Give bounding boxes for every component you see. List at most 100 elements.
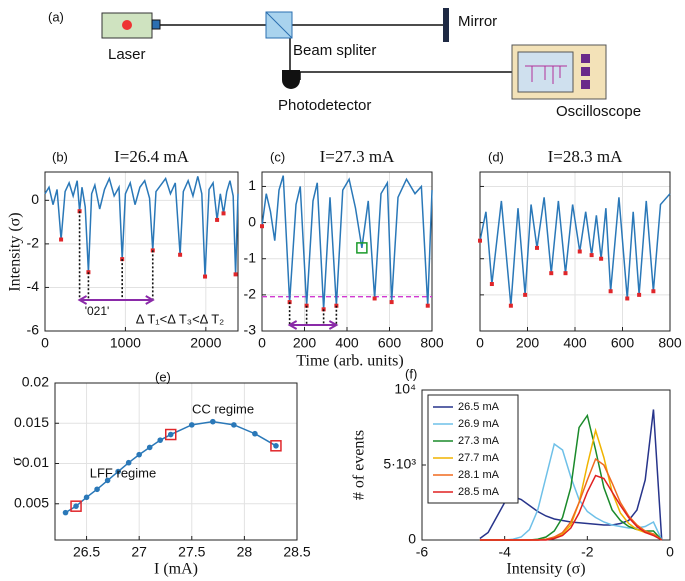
y-tick-label: 0 <box>248 213 256 229</box>
laser-dot <box>122 20 132 30</box>
plot-frame <box>479 171 671 332</box>
scope-label: Oscilloscope <box>556 103 641 120</box>
panel-label: (f) <box>405 366 417 381</box>
y-tick-label: 1 <box>248 177 256 193</box>
y-tick-label: -2 <box>27 235 40 251</box>
plot-area <box>54 382 298 541</box>
plot-frame <box>54 382 298 541</box>
y-tick-label: -4 <box>27 278 40 294</box>
panel-label: (b) <box>52 149 68 164</box>
x-tick-label: 27 <box>131 544 147 560</box>
point <box>62 509 69 516</box>
point <box>157 437 164 443</box>
point <box>136 451 142 458</box>
y-tick-label: 0.015 <box>14 414 49 430</box>
data-line <box>479 474 663 541</box>
scope-button <box>581 80 590 89</box>
boxed-point <box>270 440 282 452</box>
laser-label: Laser <box>108 46 146 63</box>
legend-label: 28.1 mA <box>458 469 500 481</box>
x-axis-label: Intensity (σ) <box>506 561 585 578</box>
y-tick-label: 0.005 <box>14 494 49 510</box>
annotation: '021' <box>85 304 110 318</box>
photodetector <box>282 70 300 89</box>
minimum-marker <box>59 237 64 242</box>
legend-label: 26.5 mA <box>458 401 500 413</box>
minimum-marker <box>625 296 630 301</box>
splitter-label: Beam spliter <box>293 42 376 59</box>
boxed-point <box>164 428 177 441</box>
x-tick-label: 800 <box>420 335 444 351</box>
x-tick-label: 0 <box>666 544 674 560</box>
point <box>273 443 279 449</box>
minimum-marker <box>489 282 494 287</box>
x-tick-label: 400 <box>335 335 359 351</box>
y-tick-label: 0 <box>408 531 416 547</box>
point <box>146 444 153 451</box>
y-axis-label: σ <box>9 457 26 466</box>
annotation: Δ T₁<Δ T₃<Δ T₂ <box>136 311 224 326</box>
sequence-arrow <box>77 295 155 305</box>
x-tick-label: 800 <box>658 335 682 351</box>
data-line <box>261 175 433 310</box>
x-tick-label: -4 <box>498 544 511 560</box>
x-tick-label: 0 <box>258 335 266 351</box>
x-tick-label: -6 <box>416 544 429 560</box>
plot-frame <box>261 171 433 332</box>
panel-label: (a) <box>48 9 64 24</box>
x-tick-label: 600 <box>611 335 635 351</box>
point <box>104 477 111 484</box>
data-line <box>44 176 239 277</box>
scope-trace <box>525 65 567 84</box>
legend-label: 26.9 mA <box>458 418 500 430</box>
data-line <box>65 420 277 514</box>
minimum-marker <box>577 249 582 254</box>
point <box>210 418 216 425</box>
y-axis-label: # of events <box>351 430 368 500</box>
x-tick-label: 200 <box>516 335 540 351</box>
point <box>94 486 100 493</box>
connector <box>151 19 161 30</box>
panel-label: (e) <box>155 369 171 384</box>
minimum-marker <box>372 296 377 301</box>
schematic: (a) Laser Beam spliter Mirror Photodetec… <box>48 8 641 120</box>
panel-label: (c) <box>270 149 285 164</box>
x-tick-label: 200 <box>293 335 317 351</box>
x-tick-label: -2 <box>581 544 594 560</box>
y-tick-label: 5·10³ <box>383 456 416 472</box>
x-tick-label: 600 <box>378 335 402 351</box>
minimum-marker <box>233 272 238 277</box>
y-tick-label: -1 <box>244 249 257 265</box>
minimum-marker <box>549 271 554 276</box>
point <box>73 503 79 509</box>
y-tick-label: -2 <box>244 286 257 302</box>
panel-label: (d) <box>488 149 504 164</box>
annotation: CC regime <box>192 401 254 416</box>
minimum-marker <box>260 224 264 229</box>
x-tick-label: 28.5 <box>283 544 310 560</box>
y-tick-label: 0 <box>31 191 39 207</box>
point <box>125 459 132 466</box>
minimum-marker <box>589 253 594 258</box>
annotation: LFF regime <box>90 465 156 480</box>
minimum-marker <box>523 292 528 297</box>
x-tick-label: 26.5 <box>73 544 100 560</box>
x-tick-label: 400 <box>563 335 587 351</box>
point <box>115 468 121 475</box>
minimum-marker <box>599 256 604 261</box>
point <box>231 422 237 428</box>
x-tick-label: 1000 <box>110 335 141 351</box>
mirror <box>443 8 449 42</box>
x-tick-label: 0 <box>476 335 484 351</box>
legend-label: 27.3 mA <box>458 435 500 447</box>
scope-button <box>581 67 590 76</box>
plot-frame <box>44 171 239 332</box>
minimum-marker <box>178 252 183 257</box>
x-axis-label: I (mA) <box>154 561 198 578</box>
legend-box <box>427 394 519 504</box>
minimum-marker <box>535 245 539 250</box>
minimum-marker <box>203 274 208 279</box>
x-axis-label: Time (arb. units) <box>296 353 403 370</box>
boxed-point <box>356 242 368 254</box>
x-tick-label: 0 <box>41 335 49 351</box>
